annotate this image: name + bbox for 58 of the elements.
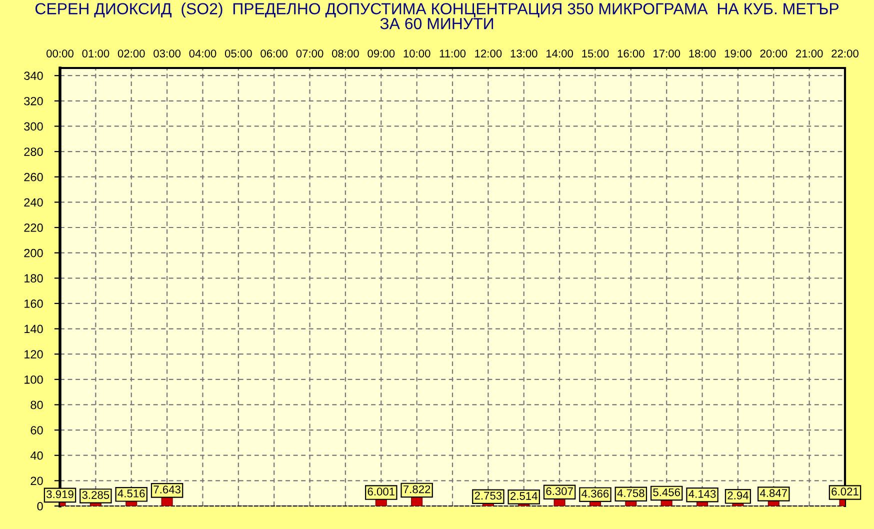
y-tick-label: 300 [24,122,43,131]
y-tick-label: 140 [24,324,43,334]
data-label: 3.285 [82,491,110,499]
x-tick-label: 12:00 [475,50,502,58]
chart-title: СЕРЕН ДИОКСИД (SO2) ПРЕДЕЛНО ДОПУСТИМА КОНЦЕНТРАЦИЯ 350 МИКРОГРАМА НА КУБ. МЕТЪР ЗА 60 МИНУТИ [35,2,839,30]
data-label: 4.366 [582,490,609,498]
y-tick-label: 260 [24,172,43,182]
x-tick-label: 04:00 [189,50,216,58]
data-label: 5.456 [653,488,680,496]
x-tick-label: 01:00 [82,50,110,58]
y-tick-label: 40 [30,451,43,460]
x-tick-label: 16:00 [618,50,644,58]
x-tick-label: 07:00 [296,50,324,58]
x-tick-label: 09:00 [368,50,395,58]
data-label: 2.94 [728,492,748,500]
y-tick-label: 100 [24,375,43,384]
x-tick-label: 02:00 [118,50,145,58]
y-tick-label: 220 [24,224,43,232]
data-label: 6.021 [832,488,858,496]
x-tick-label: 13:00 [510,50,538,58]
y-tick-label: 240 [24,198,43,207]
data-label: 7.643 [154,486,180,494]
y-tick-label: 280 [24,148,43,156]
x-tick-label: 06:00 [260,50,288,58]
x-tick-label: 14:00 [546,50,574,58]
y-tick-label: 320 [24,96,43,106]
x-tick-label: 18:00 [689,50,716,58]
data-label: 6.307 [546,487,573,496]
data-label: 4.847 [760,489,787,497]
x-tick-label: 22:00 [832,50,858,58]
y-tick-label: 60 [30,426,43,434]
data-label: 4.516 [118,490,145,498]
data-label: 2.514 [510,492,538,500]
y-tick-label: 0 [37,502,43,510]
x-tick-label: 08:00 [332,50,359,58]
y-tick-label: 180 [24,274,43,283]
x-tick-label: 17:00 [654,50,680,58]
data-label: 4.758 [617,489,644,498]
y-tick-label: 120 [24,350,43,358]
x-tick-label: 21:00 [796,50,823,58]
x-tick-label: 05:00 [224,50,252,58]
x-tick-label: 11:00 [440,50,466,58]
x-tick-label: 20:00 [760,50,788,58]
x-tick-label: 00:00 [46,50,74,58]
x-tick-label: 03:00 [154,50,181,58]
data-label: 3.919 [46,490,74,498]
x-tick-label: 19:00 [724,50,752,58]
x-tick-label: 10:00 [404,50,430,58]
data-label: 7.822 [403,485,430,494]
data-label: 6.001 [368,488,394,496]
y-tick-label: 80 [30,400,43,410]
y-tick-label: 160 [24,299,43,308]
data-label: 4.143 [688,490,716,498]
y-tick-label: 20 [30,476,43,486]
y-tick-label: 340 [24,72,43,80]
x-tick-label: 15:00 [582,50,609,58]
y-tick-label: 200 [24,248,43,258]
data-label: 2.753 [474,492,502,500]
